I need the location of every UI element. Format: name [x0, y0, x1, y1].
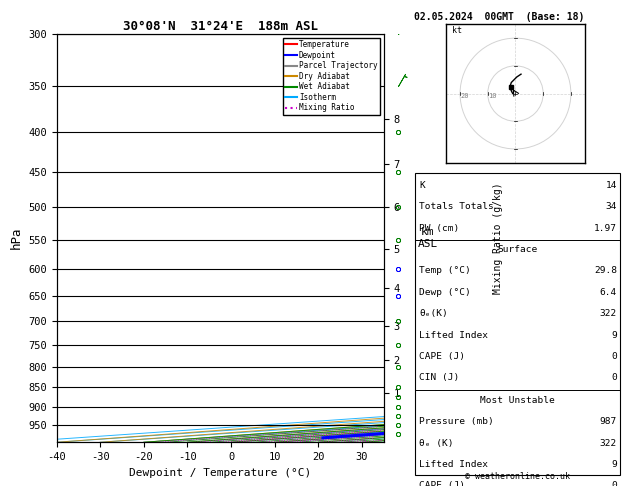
Text: θₑ(K): θₑ(K) [419, 309, 448, 318]
Text: © weatheronline.co.uk: © weatheronline.co.uk [465, 472, 570, 481]
Text: Most Unstable: Most Unstable [480, 396, 555, 405]
Text: 10: 10 [489, 93, 497, 99]
Text: Lifted Index: Lifted Index [419, 460, 488, 469]
Legend: Temperature, Dewpoint, Parcel Trajectory, Dry Adiabat, Wet Adiabat, Isotherm, Mi: Temperature, Dewpoint, Parcel Trajectory… [283, 38, 380, 115]
Text: 14: 14 [606, 181, 617, 190]
X-axis label: Dewpoint / Temperature (°C): Dewpoint / Temperature (°C) [129, 468, 311, 478]
Text: 29.8: 29.8 [594, 266, 617, 276]
Text: 987: 987 [600, 417, 617, 426]
Text: 0: 0 [611, 373, 617, 382]
Text: Lifted Index: Lifted Index [419, 330, 488, 340]
Text: Temp (°C): Temp (°C) [419, 266, 470, 276]
Y-axis label: hPa: hPa [9, 227, 23, 249]
Text: 0: 0 [611, 352, 617, 361]
Text: 02.05.2024  00GMT  (Base: 18): 02.05.2024 00GMT (Base: 18) [414, 12, 584, 22]
Text: 6.4: 6.4 [600, 288, 617, 297]
Text: K: K [419, 181, 425, 190]
Text: CIN (J): CIN (J) [419, 373, 459, 382]
Text: 34: 34 [606, 202, 617, 211]
Text: 9: 9 [611, 330, 617, 340]
Text: Mixing Ratio (g/kg): Mixing Ratio (g/kg) [493, 182, 503, 294]
Text: 9: 9 [611, 460, 617, 469]
Text: CAPE (J): CAPE (J) [419, 481, 465, 486]
Text: 20: 20 [461, 93, 469, 99]
Text: PW (cm): PW (cm) [419, 224, 459, 233]
Text: θₑ (K): θₑ (K) [419, 438, 454, 448]
Text: Totals Totals: Totals Totals [419, 202, 494, 211]
Text: Dewp (°C): Dewp (°C) [419, 288, 470, 297]
Text: 322: 322 [600, 309, 617, 318]
Text: 1.97: 1.97 [594, 224, 617, 233]
Text: CAPE (J): CAPE (J) [419, 352, 465, 361]
Title: 30°08'N  31°24'E  188m ASL: 30°08'N 31°24'E 188m ASL [123, 20, 318, 33]
Text: Surface: Surface [498, 245, 537, 254]
Text: Pressure (mb): Pressure (mb) [419, 417, 494, 426]
Text: 322: 322 [600, 438, 617, 448]
Text: 0: 0 [611, 481, 617, 486]
Y-axis label: km
ASL: km ASL [417, 227, 438, 249]
Text: kt: kt [452, 26, 462, 35]
